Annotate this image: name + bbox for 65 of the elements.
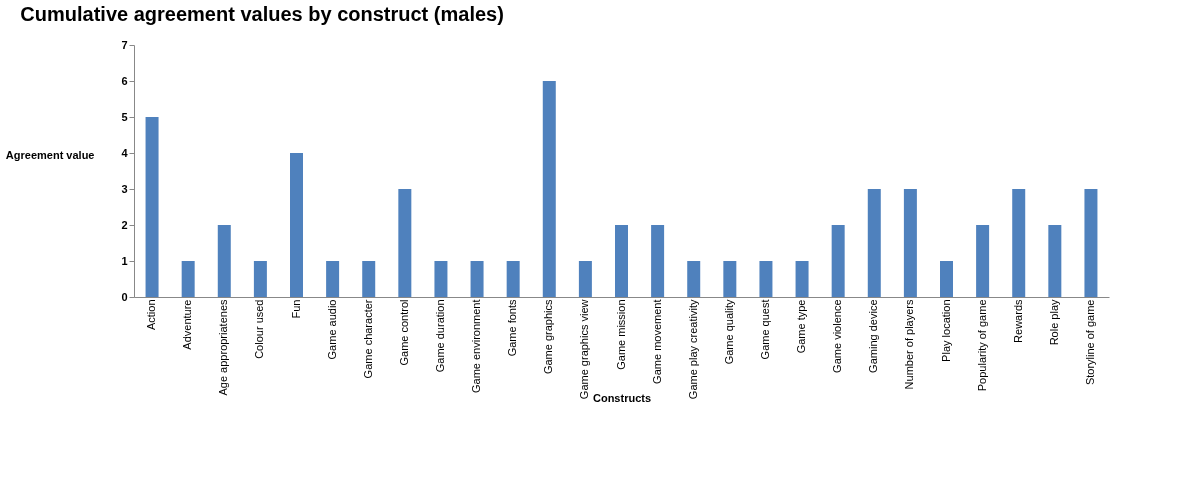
bar — [976, 225, 990, 297]
x-tick-label: Game graphics — [542, 299, 555, 375]
x-tick-label: Gaming device — [867, 299, 880, 373]
bar — [181, 261, 195, 297]
x-tick-label: Adventure — [181, 299, 194, 350]
y-tick-label: 2 — [121, 218, 128, 231]
bar — [398, 189, 412, 297]
x-tick-label: Storyline of game — [1083, 299, 1096, 386]
bar — [217, 225, 231, 297]
bar — [253, 261, 267, 297]
bar — [1048, 225, 1062, 297]
bar — [506, 261, 520, 297]
bar — [795, 261, 809, 297]
bar — [940, 261, 953, 297]
x-tick-label: Game quality — [722, 299, 735, 365]
chart-title: Cumulative agreement values by construct (males) — [20, 3, 504, 25]
x-tick-label: Game violence — [831, 299, 844, 373]
bar — [831, 225, 845, 297]
x-tick-label: Play location — [939, 299, 952, 362]
bar — [1012, 189, 1026, 297]
x-tick-label: Game audio — [325, 299, 338, 360]
y-tick-label: 0 — [121, 290, 128, 303]
bar — [326, 261, 340, 297]
x-tick-label: Number of players — [903, 299, 916, 390]
y-tick-label: 1 — [121, 254, 128, 267]
bar — [542, 81, 556, 297]
y-tick-label: 7 — [121, 38, 128, 51]
x-axis-title: Constructs — [592, 392, 652, 405]
x-tick-label: Game play creativity — [686, 299, 699, 400]
x-tick-label: Game type — [795, 299, 808, 354]
bar — [687, 261, 701, 297]
x-tick-label: Action — [145, 299, 158, 331]
x-tick-label: Fun — [289, 299, 302, 319]
bar — [290, 153, 303, 297]
y-tick-label: 3 — [121, 182, 128, 195]
x-tick-label: Game mission — [614, 299, 627, 370]
bar — [578, 261, 592, 297]
bar — [723, 261, 737, 297]
x-tick-label: Game quest — [758, 299, 771, 360]
x-tick-label: Age appropriatenes — [217, 299, 230, 396]
bar — [759, 261, 773, 297]
y-axis-title: Agreement value — [5, 148, 95, 161]
y-tick-label: 4 — [121, 146, 129, 159]
x-tick-label: Popularity of game — [975, 299, 988, 392]
bar — [1084, 189, 1098, 297]
x-tick-label: Game graphics view — [578, 299, 591, 400]
bar — [434, 261, 448, 297]
x-tick-label: Game duration — [433, 299, 446, 373]
bar — [651, 225, 665, 297]
x-tick-label: Game fonts — [506, 299, 519, 357]
y-tick-label: 5 — [121, 110, 128, 123]
bar — [867, 189, 881, 297]
x-tick-label: Rewards — [1011, 299, 1024, 343]
bar — [362, 261, 376, 297]
bar — [470, 261, 484, 297]
bar — [615, 225, 628, 297]
x-tick-label: Game environment — [470, 299, 483, 394]
bar — [903, 189, 917, 297]
x-tick-label: Role play — [1047, 299, 1060, 346]
x-tick-label: Game character — [361, 299, 374, 379]
bar — [145, 117, 159, 297]
x-tick-label: Game movement — [650, 299, 663, 384]
x-tick-label: Colour used — [253, 299, 266, 359]
x-tick-label: Game control — [397, 299, 410, 366]
y-tick-label: 6 — [121, 74, 128, 87]
